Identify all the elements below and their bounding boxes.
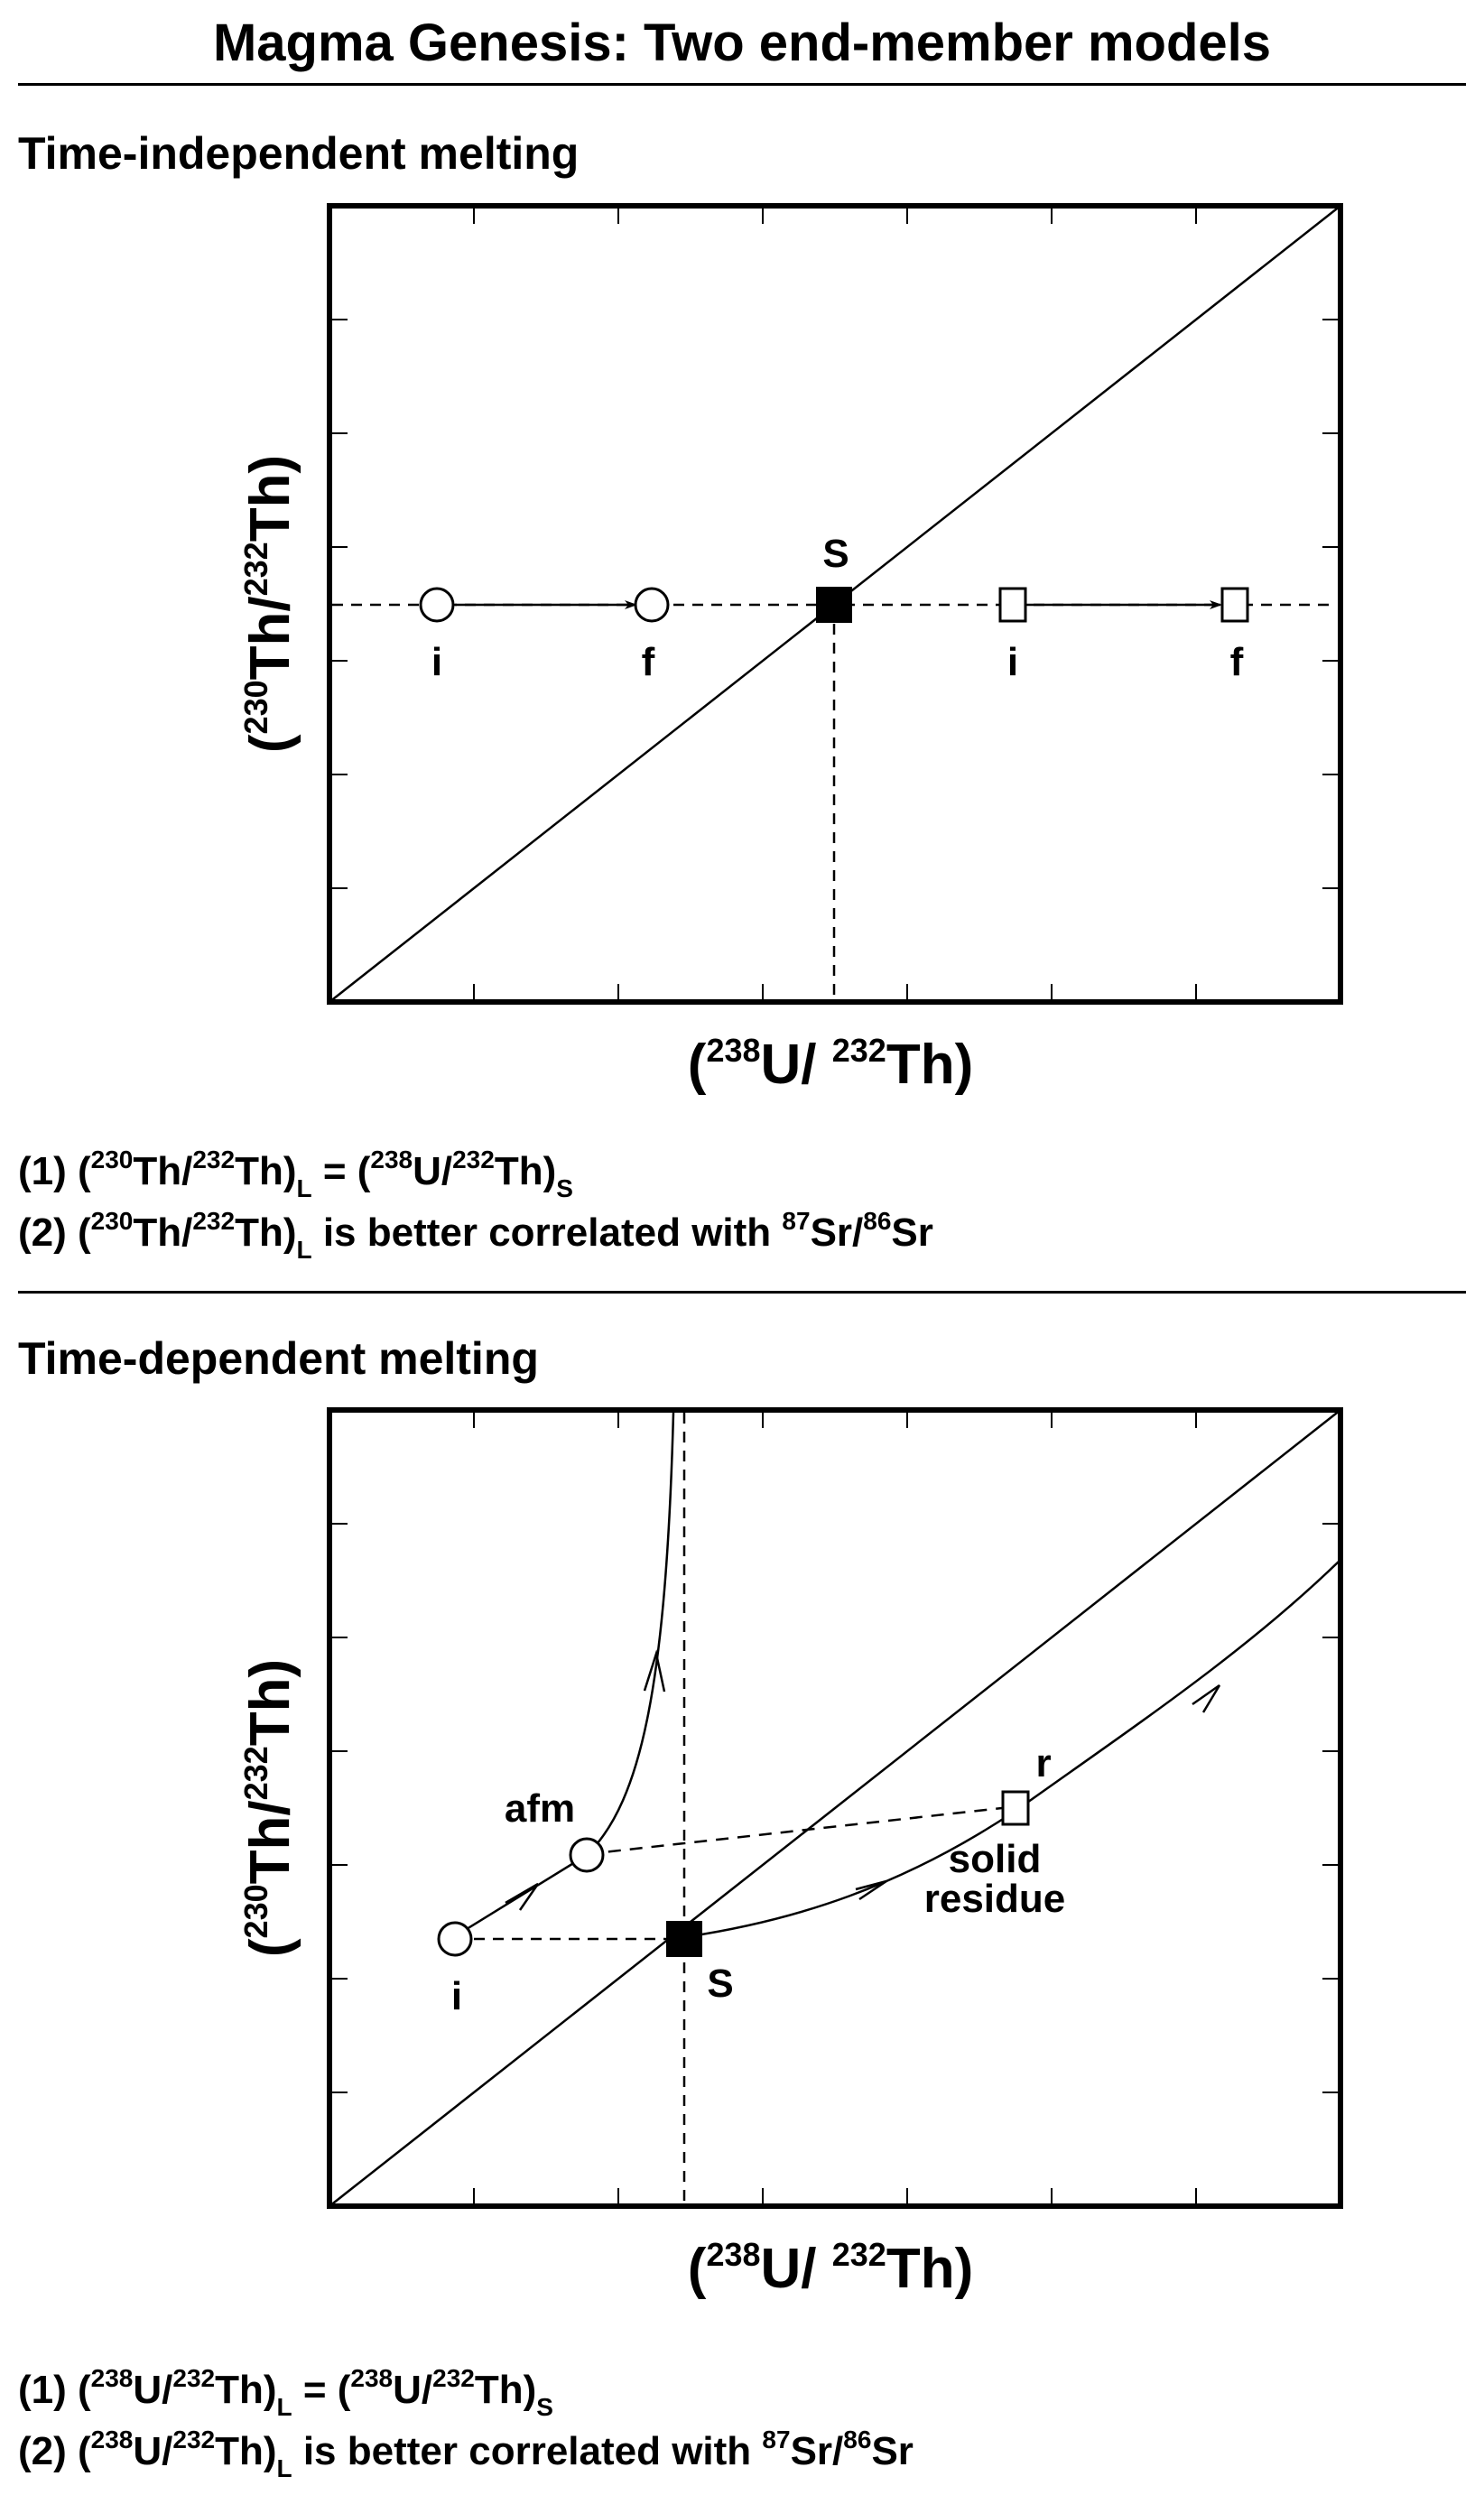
initial-liquid-point bbox=[437, 1921, 473, 1957]
label-f-residue: f bbox=[1230, 640, 1244, 684]
residue-initial-point bbox=[998, 587, 1027, 623]
title-divider bbox=[18, 83, 1466, 86]
equation-bottom-1: (1) (238U/232Th)L = (238U/232Th)S bbox=[18, 2364, 553, 2421]
equation-top-1: (1) (230Th/232Th)L = (238U/232Th)S bbox=[18, 1145, 573, 1202]
plot-frame-bottom bbox=[327, 1407, 1343, 2209]
plot-time-dependent: i afm S r solid residue (238U/ 232Th) (2… bbox=[237, 1407, 1343, 2300]
y-axis-label-top: (230Th/232Th) bbox=[237, 455, 301, 753]
equation-bottom-2: (2) (238U/232Th)L is better correlated w… bbox=[18, 2425, 914, 2482]
residue-final-point bbox=[1220, 587, 1249, 623]
y-axis-label-bottom: (230Th/232Th) bbox=[237, 1659, 301, 1957]
flow-arrowheads bbox=[505, 1649, 1221, 1911]
label-i-residue: i bbox=[1007, 640, 1018, 684]
liquid-initial-point bbox=[419, 587, 455, 623]
liquid-trajectory-curve bbox=[454, 1412, 675, 1938]
section-divider bbox=[18, 1291, 1466, 1294]
label-i-bottom: i bbox=[451, 1974, 462, 2018]
label-solid: solid bbox=[949, 1837, 1042, 1881]
tick-marks-bottom bbox=[329, 1410, 1340, 2206]
label-residue: residue bbox=[924, 1877, 1066, 1921]
tick-marks-top bbox=[329, 206, 1340, 1002]
label-s-bottom: S bbox=[707, 1962, 733, 2006]
heading-time-dependent: Time-dependent melting bbox=[18, 1333, 539, 1384]
page-title: Magma Genesis: Two end-member models bbox=[212, 14, 1272, 72]
heading-time-independent: Time-independent melting bbox=[18, 128, 580, 179]
label-r: r bbox=[1035, 1741, 1051, 1785]
label-afm: afm bbox=[505, 1786, 575, 1831]
afm-liquid-point bbox=[569, 1837, 605, 1873]
label-i-liquid: i bbox=[431, 640, 442, 684]
dashed-afm-to-residue bbox=[586, 1806, 1003, 1856]
source-point-bottom bbox=[666, 1921, 702, 1957]
liquid-final-point bbox=[634, 587, 670, 623]
equiline-bottom bbox=[329, 1409, 1341, 2207]
label-f-liquid: f bbox=[642, 640, 655, 684]
label-s-top: S bbox=[822, 532, 849, 576]
plot-frame-top bbox=[327, 203, 1343, 1005]
equation-top-2: (2) (230Th/232Th)L is better correlated … bbox=[18, 1207, 933, 1264]
x-axis-label-bottom: (238U/ 232Th) bbox=[688, 2236, 973, 2300]
solid-residue-point bbox=[1001, 1790, 1030, 1826]
source-point-top bbox=[816, 587, 852, 623]
x-axis-label-top: (238U/ 232Th) bbox=[688, 1032, 973, 1096]
plot-time-independent: i f S i f (238U/ 232Th) (230Th/232Th) bbox=[237, 203, 1343, 1096]
